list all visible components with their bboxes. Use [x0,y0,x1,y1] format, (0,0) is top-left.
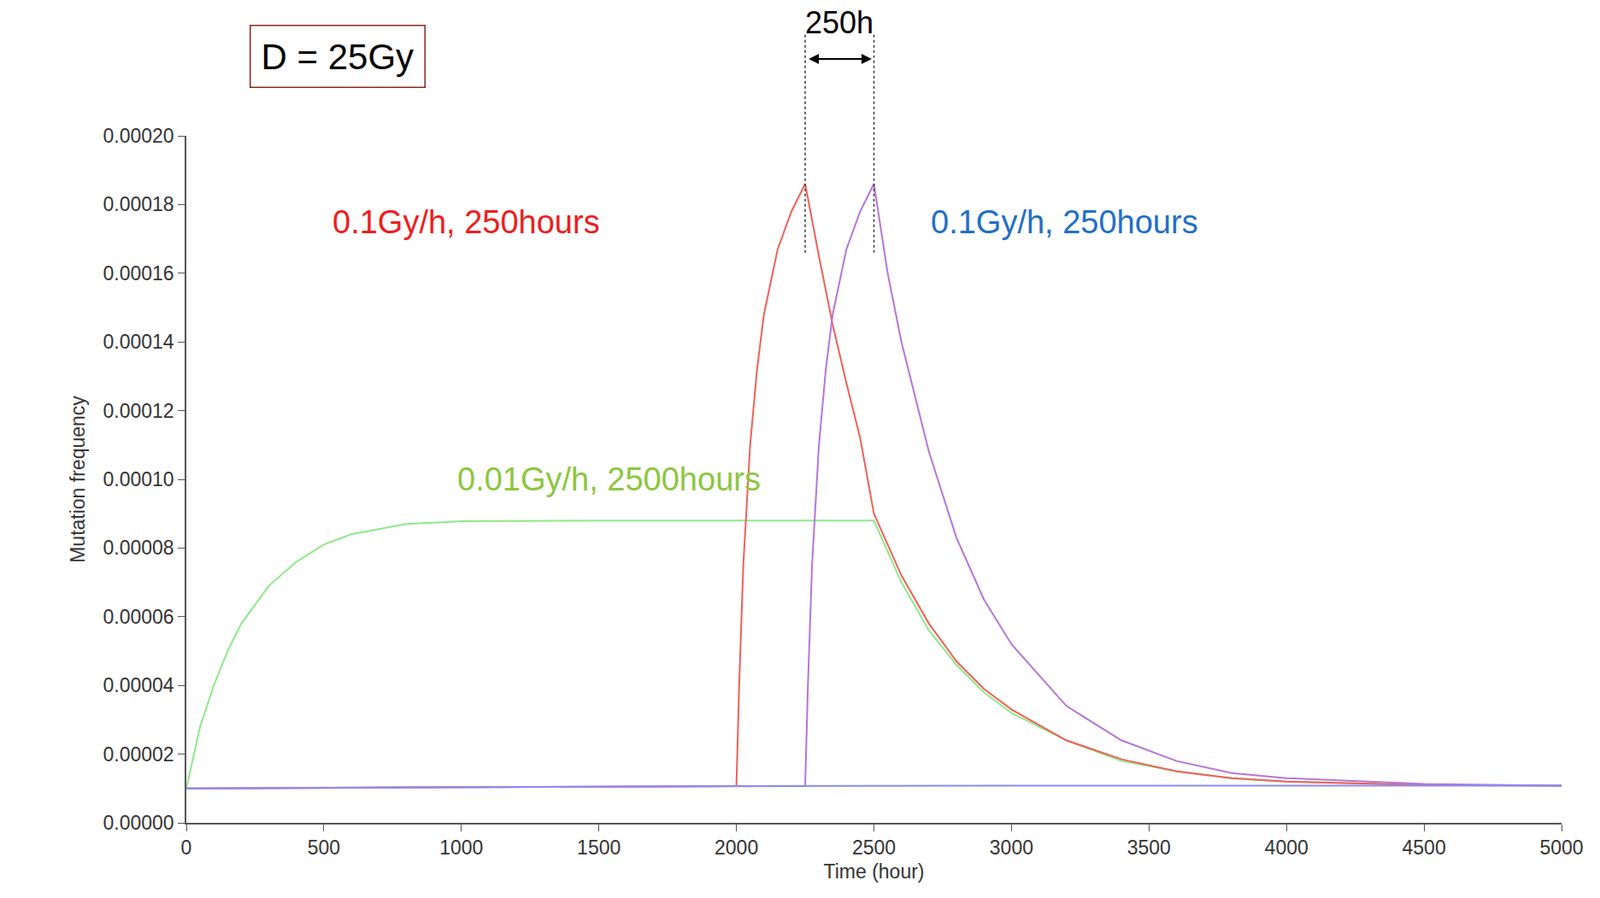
svg-text:0.1Gy/h, 250hours: 0.1Gy/h, 250hours [332,204,600,241]
svg-text:Mutation frequency: Mutation frequency [66,395,89,564]
svg-text:0.00014: 0.00014 [103,330,175,353]
svg-text:0.00006: 0.00006 [103,605,175,629]
svg-text:4000: 4000 [1264,836,1309,859]
svg-text:Time (hour): Time (hour) [823,860,925,883]
svg-text:0.00018: 0.00018 [103,193,175,216]
svg-text:3000: 3000 [989,836,1034,859]
svg-text:0.00010: 0.00010 [103,468,175,491]
svg-text:0.01Gy/h, 2500hours: 0.01Gy/h, 2500hours [457,461,761,498]
svg-text:1500: 1500 [576,836,621,859]
svg-text:0: 0 [181,836,193,859]
svg-text:4500: 4500 [1402,836,1447,859]
svg-text:0.00020: 0.00020 [103,124,175,148]
svg-text:1000: 1000 [439,836,483,859]
svg-text:0.1Gy/h, 250hours: 0.1Gy/h, 250hours [930,204,1199,241]
svg-text:2000: 2000 [714,836,759,859]
svg-text:250h: 250h [805,5,874,41]
svg-text:0.00004: 0.00004 [103,674,175,697]
svg-text:0.00000: 0.00000 [103,811,175,835]
svg-text:0.00012: 0.00012 [103,400,175,423]
svg-text:2500: 2500 [852,836,896,859]
svg-text:3500: 3500 [1127,836,1171,859]
svg-text:500: 500 [307,836,341,859]
svg-text:0.00016: 0.00016 [103,262,175,285]
svg-text:5000: 5000 [1539,836,1583,859]
svg-text:0.00002: 0.00002 [103,743,175,766]
svg-text:D = 25Gy: D = 25Gy [261,36,415,77]
svg-text:0.00008: 0.00008 [103,536,175,559]
